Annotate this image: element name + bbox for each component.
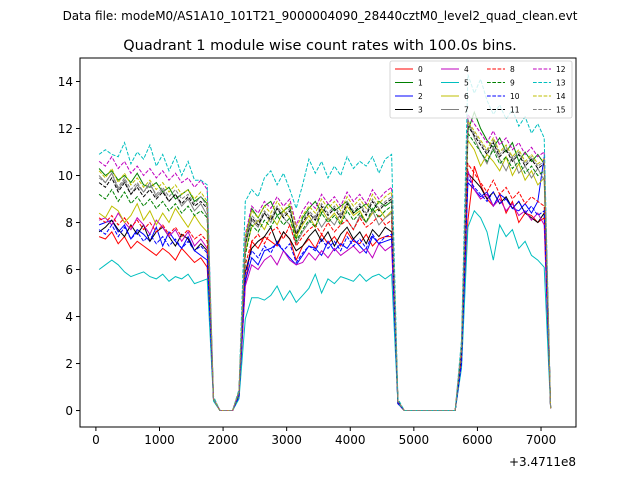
y-tick-label-14: 14 xyxy=(58,75,73,89)
legend-label-1: 1 xyxy=(418,79,423,88)
x-tick-label-2000: 2000 xyxy=(208,433,239,447)
series-line-12 xyxy=(98,112,552,411)
series-line-13 xyxy=(98,74,552,411)
y-tick-label-2: 2 xyxy=(65,357,73,371)
legend-label-14: 14 xyxy=(556,92,566,101)
y-tick-label-0: 0 xyxy=(65,404,73,418)
axes-frame xyxy=(79,57,577,428)
x-tick-label-5000: 5000 xyxy=(399,433,430,447)
series-line-14 xyxy=(98,119,552,411)
x-axis-offset-label: +3.4711e8 xyxy=(509,455,576,469)
series-line-6 xyxy=(98,138,552,411)
series-line-15 xyxy=(98,122,552,411)
legend-label-12: 12 xyxy=(556,65,566,74)
legend-label-15: 15 xyxy=(556,106,566,115)
y-tick-label-12: 12 xyxy=(58,122,73,136)
y-tick-label-6: 6 xyxy=(65,263,73,277)
x-tick-label-4000: 4000 xyxy=(335,433,366,447)
legend-label-4: 4 xyxy=(464,65,469,74)
y-tick-label-8: 8 xyxy=(65,216,73,230)
legend-label-8: 8 xyxy=(510,65,515,74)
legend-frame xyxy=(389,60,573,119)
x-tick-label-1000: 1000 xyxy=(144,433,175,447)
series-layer xyxy=(98,74,552,411)
series-line-10 xyxy=(98,176,552,411)
x-tick-label-0: 0 xyxy=(92,433,100,447)
y-axis: 0 2 4 6 8 10 12 14 xyxy=(58,75,80,418)
x-tick-label-7000: 7000 xyxy=(526,433,557,447)
x-tick-label-3000: 3000 xyxy=(271,433,302,447)
legend-label-7: 7 xyxy=(464,106,469,115)
legend-label-2: 2 xyxy=(418,92,423,101)
chart-suptitle: Data file: modeM0/AS1A10_101T21_90000040… xyxy=(63,9,578,23)
legend-label-11: 11 xyxy=(510,106,520,115)
legend-label-10: 10 xyxy=(510,92,520,101)
y-tick-label-4: 4 xyxy=(65,310,73,324)
y-tick-label-10: 10 xyxy=(58,169,73,183)
series-line-9 xyxy=(98,131,552,411)
x-tick-label-6000: 6000 xyxy=(462,433,493,447)
legend-label-5: 5 xyxy=(464,79,469,88)
series-line-11 xyxy=(98,124,552,411)
series-line-5 xyxy=(98,209,552,411)
legend-label-13: 13 xyxy=(556,79,566,88)
legend-label-0: 0 xyxy=(418,65,423,74)
legend-label-3: 3 xyxy=(418,106,423,115)
legend-label-6: 6 xyxy=(464,92,469,101)
series-line-4 xyxy=(98,170,552,411)
legend-label-9: 9 xyxy=(510,79,515,88)
series-line-3 xyxy=(98,171,552,411)
chart-title: Quadrant 1 module wise count rates with … xyxy=(123,38,517,54)
series-line-8 xyxy=(98,162,552,411)
x-axis: 0 1000 2000 3000 4000 5000 6000 7000 xyxy=(92,427,556,447)
series-line-0 xyxy=(98,165,552,411)
series-line-2 xyxy=(98,156,552,411)
